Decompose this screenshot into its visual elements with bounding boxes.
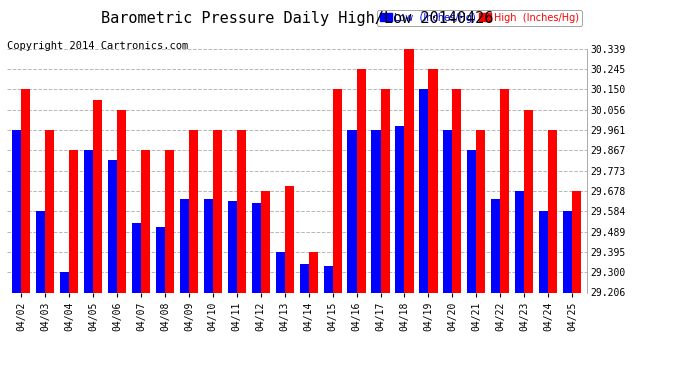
- Bar: [46, 130, 55, 292]
- Bar: [189, 130, 198, 292]
- Bar: [476, 130, 486, 292]
- Bar: [324, 266, 333, 292]
- Bar: [108, 160, 117, 292]
- Bar: [93, 100, 102, 292]
- Bar: [165, 150, 174, 292]
- Bar: [132, 223, 141, 292]
- Bar: [467, 150, 476, 292]
- Bar: [308, 252, 318, 292]
- Bar: [299, 264, 308, 292]
- Bar: [563, 211, 572, 292]
- Bar: [548, 130, 558, 292]
- Bar: [443, 130, 453, 292]
- Bar: [60, 272, 69, 292]
- Bar: [12, 130, 21, 292]
- Bar: [453, 89, 462, 292]
- Bar: [572, 191, 581, 292]
- Bar: [515, 191, 524, 292]
- Bar: [204, 199, 213, 292]
- Bar: [371, 130, 380, 292]
- Bar: [524, 110, 533, 292]
- Bar: [428, 69, 437, 292]
- Bar: [357, 69, 366, 292]
- Bar: [491, 199, 500, 292]
- Bar: [380, 89, 390, 292]
- Legend: Low  (Inches/Hg), High  (Inches/Hg): Low (Inches/Hg), High (Inches/Hg): [377, 10, 582, 26]
- Bar: [261, 191, 270, 292]
- Bar: [252, 203, 261, 292]
- Bar: [69, 150, 78, 292]
- Bar: [348, 130, 357, 292]
- Bar: [420, 89, 428, 292]
- Bar: [21, 89, 30, 292]
- Bar: [180, 199, 189, 292]
- Bar: [156, 227, 165, 292]
- Bar: [285, 186, 294, 292]
- Bar: [395, 126, 404, 292]
- Bar: [333, 89, 342, 292]
- Bar: [275, 252, 285, 292]
- Bar: [213, 130, 222, 292]
- Bar: [84, 150, 93, 292]
- Bar: [500, 89, 509, 292]
- Bar: [228, 201, 237, 292]
- Bar: [36, 211, 46, 292]
- Text: Copyright 2014 Cartronics.com: Copyright 2014 Cartronics.com: [7, 41, 188, 51]
- Bar: [237, 130, 246, 292]
- Bar: [117, 110, 126, 292]
- Bar: [404, 49, 413, 292]
- Text: Barometric Pressure Daily High/Low 20140426: Barometric Pressure Daily High/Low 20140…: [101, 11, 493, 26]
- Bar: [141, 150, 150, 292]
- Bar: [539, 211, 548, 292]
